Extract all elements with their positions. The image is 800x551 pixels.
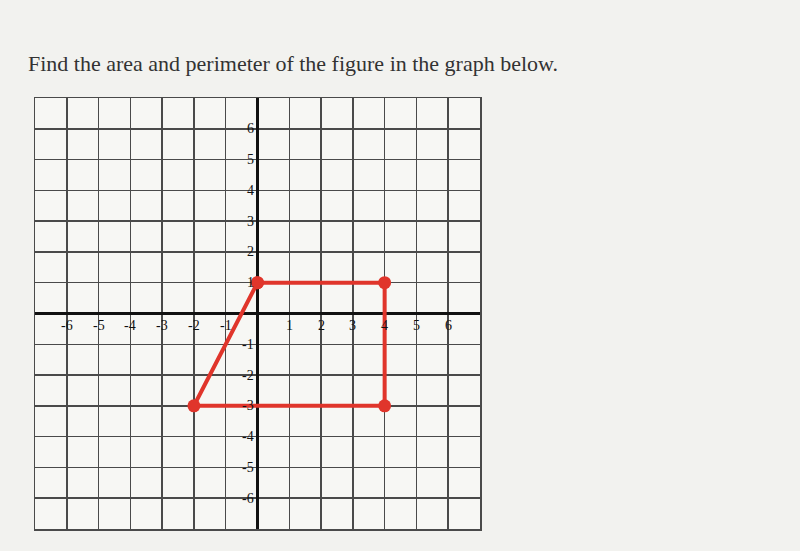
svg-text:-2: -2 [242,368,254,383]
svg-text:2: 2 [247,244,254,259]
svg-text:-5: -5 [93,318,105,333]
svg-text:-1: -1 [242,337,254,352]
svg-text:-4: -4 [242,429,254,444]
svg-text:3: 3 [349,318,356,333]
svg-text:6: 6 [445,318,452,333]
svg-text:-1: -1 [220,318,232,333]
svg-text:-3: -3 [156,318,168,333]
svg-text:-4: -4 [124,318,136,333]
svg-text:5: 5 [413,318,420,333]
svg-text:-2: -2 [188,318,200,333]
svg-text:1: 1 [286,318,293,333]
svg-text:4: 4 [381,318,388,333]
svg-text:Find the area and perimeter of: Find the area and perimeter of the figur… [28,51,558,76]
svg-text:3: 3 [247,214,254,229]
svg-text:4: 4 [247,183,254,198]
svg-text:2: 2 [318,318,325,333]
svg-text:-5: -5 [242,460,254,475]
svg-text:-3: -3 [242,398,254,413]
svg-text:-6: -6 [242,491,254,506]
svg-text:1: 1 [247,275,254,290]
svg-text:5: 5 [247,152,254,167]
svg-text:6: 6 [247,121,254,136]
svg-text:-6: -6 [61,318,73,333]
